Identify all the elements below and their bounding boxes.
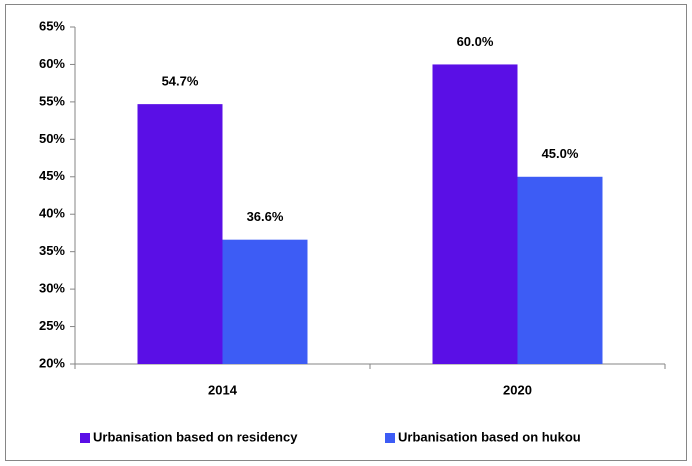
- y-tick-label: 60%: [39, 56, 65, 71]
- y-tick-label: 50%: [39, 131, 65, 146]
- data-label: 45.0%: [542, 146, 579, 161]
- legend-swatch: [385, 433, 395, 443]
- legend-swatch: [80, 433, 90, 443]
- x-tick-label: 2020: [503, 382, 532, 397]
- legend-label: Urbanisation based on residency: [93, 429, 298, 444]
- x-tick-label: 2014: [208, 382, 238, 397]
- y-tick-label: 35%: [39, 243, 65, 258]
- bar: [517, 176, 603, 364]
- data-label: 36.6%: [247, 209, 284, 224]
- bar: [222, 239, 308, 364]
- y-tick-label: 55%: [39, 93, 65, 108]
- bar: [432, 64, 518, 364]
- y-tick-label: 45%: [39, 168, 65, 183]
- y-tick-label: 20%: [39, 355, 65, 370]
- data-label: 54.7%: [162, 74, 199, 89]
- y-tick-label: 30%: [39, 281, 65, 296]
- data-label: 60.0%: [457, 34, 494, 49]
- y-tick-label: 25%: [39, 318, 65, 333]
- bar: [137, 104, 223, 364]
- legend-label: Urbanisation based on hukou: [398, 429, 581, 444]
- y-tick-label: 65%: [39, 18, 65, 33]
- y-tick-label: 40%: [39, 206, 65, 221]
